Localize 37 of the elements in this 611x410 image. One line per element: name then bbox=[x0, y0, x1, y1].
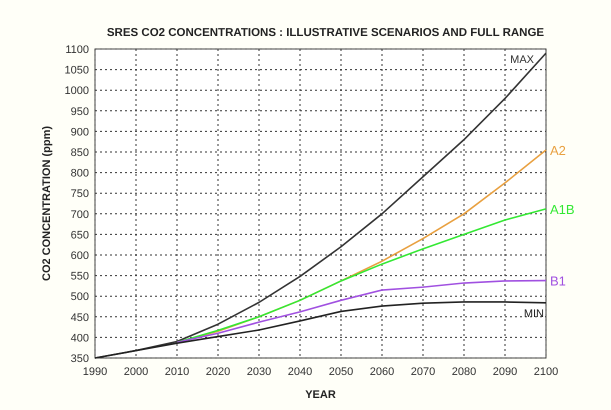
x-tick-label: 2010 bbox=[164, 366, 190, 378]
series-label: MIN bbox=[524, 308, 544, 320]
series-label: MAX bbox=[510, 54, 535, 66]
x-axis-title: YEAR bbox=[305, 389, 336, 401]
y-tick-label: 900 bbox=[70, 126, 89, 138]
y-tick-label: 550 bbox=[70, 270, 89, 283]
y-tick-label: 800 bbox=[70, 168, 89, 180]
y-tick-label: 1050 bbox=[64, 64, 89, 77]
y-axis-title: CO2 CONCENTRATION (ppm) bbox=[41, 126, 53, 282]
y-tick-label: 500 bbox=[70, 291, 89, 304]
y-tick-label: 700 bbox=[70, 208, 89, 221]
y-tick-label: 950 bbox=[70, 106, 89, 118]
y-tick-label: 600 bbox=[70, 250, 89, 262]
y-tick-label: 650 bbox=[70, 229, 89, 242]
x-tick-label: 2040 bbox=[288, 366, 312, 378]
y-tick-label: 1100 bbox=[65, 44, 89, 56]
x-tick-label: 2080 bbox=[452, 366, 476, 378]
x-tick-label: 2070 bbox=[410, 366, 436, 378]
x-tick-label: 2050 bbox=[328, 366, 354, 378]
x-tick-label: 2000 bbox=[124, 366, 148, 378]
line-series bbox=[176, 280, 547, 344]
y-tick-label: 850 bbox=[70, 147, 89, 159]
y-tick-label: 350 bbox=[70, 353, 89, 365]
x-tick-label: 1990 bbox=[82, 366, 108, 378]
y-tick-label: 1000 bbox=[64, 85, 89, 98]
x-tick-label: 2090 bbox=[492, 366, 518, 378]
x-tick-label: 2100 bbox=[534, 366, 558, 378]
x-tick-label: 2030 bbox=[246, 366, 272, 378]
series-label: A1B bbox=[550, 202, 575, 217]
chart-title: SRES CO2 CONCENTRATIONS : ILLUSTRATIVE SCENARIOS AND FULL RANGE bbox=[106, 27, 544, 39]
y-tick-label: 750 bbox=[70, 188, 89, 200]
series-label: B1 bbox=[550, 274, 566, 289]
y-tick-label: 450 bbox=[70, 312, 89, 324]
x-tick-label: 2020 bbox=[206, 366, 230, 378]
x-tick-label: 2060 bbox=[370, 366, 394, 378]
y-tick-label: 400 bbox=[70, 332, 89, 344]
series-label: A2 bbox=[550, 142, 566, 158]
